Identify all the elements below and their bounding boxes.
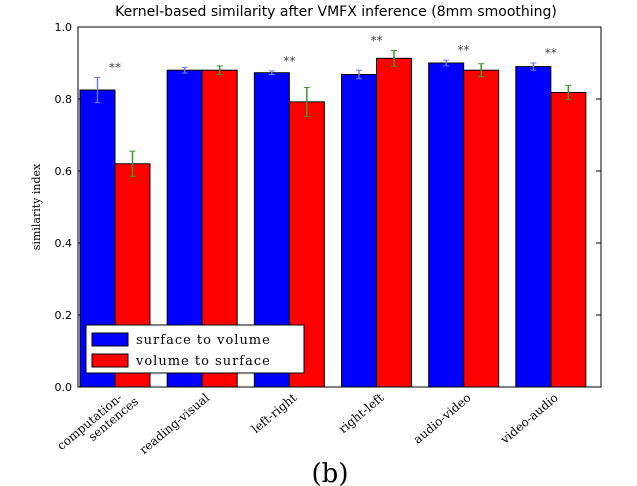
x-tick-label: audio-video bbox=[411, 391, 474, 447]
significance-label: ** bbox=[109, 60, 121, 74]
plot-frame bbox=[77, 26, 602, 388]
legend-label: surface to volume bbox=[136, 333, 271, 348]
bar bbox=[515, 66, 552, 388]
significance-label: ** bbox=[458, 43, 470, 57]
bar bbox=[376, 57, 412, 388]
bar bbox=[428, 62, 465, 388]
y-tick-label: 0.2 bbox=[55, 309, 73, 322]
y-axis-label: similarity index bbox=[30, 163, 43, 250]
bar bbox=[463, 69, 500, 388]
significance-label: ** bbox=[545, 46, 557, 60]
y-tick-label: 0.8 bbox=[55, 93, 73, 106]
y-tick-label: 1.0 bbox=[55, 21, 73, 34]
bar bbox=[550, 92, 587, 388]
significance-label: ** bbox=[283, 54, 295, 68]
chart-title: Kernel-based similarity after VMFX infer… bbox=[115, 4, 557, 20]
y-tick-label: 0.0 bbox=[55, 381, 73, 394]
x-tick-label: video-audio bbox=[497, 391, 561, 448]
significance-label: ** bbox=[371, 33, 383, 47]
x-tick-label: reading-visual bbox=[137, 390, 212, 456]
caption: (b) bbox=[312, 459, 349, 486]
y-tick-label: 0.6 bbox=[55, 165, 73, 178]
legend-swatch bbox=[91, 353, 129, 368]
legend-label: volume to surface bbox=[135, 354, 271, 369]
y-tick-label: 0.4 bbox=[55, 237, 73, 250]
x-tick-label: left-right bbox=[249, 390, 300, 436]
bar bbox=[341, 74, 377, 388]
legend-swatch bbox=[91, 332, 129, 347]
x-tick-label: computation-sentences bbox=[54, 384, 141, 463]
x-tick-label: right-left bbox=[336, 390, 387, 436]
